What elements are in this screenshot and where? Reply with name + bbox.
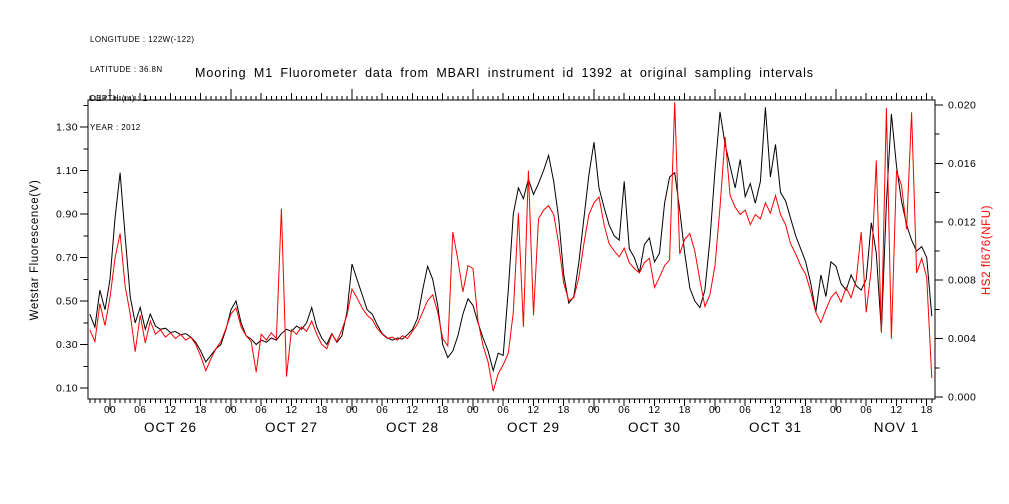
y-right-axis-title: HS2 fl676(NFU) (981, 205, 993, 295)
axis-tick-label: 0.004 (948, 333, 976, 345)
axis-tick-label: 0.012 (948, 216, 976, 228)
x-hour-label: 06 (134, 405, 146, 416)
x-hour-label: 00 (588, 405, 600, 416)
axis-tick-label: 0.020 (948, 100, 976, 112)
y-left-axis-title: Wetstar Fluorescence(V) (29, 180, 41, 321)
x-hour-label: 00 (830, 405, 842, 416)
x-day-label: OCT 31 (749, 420, 802, 435)
x-axis: 00 06 12 18 00 06 12 18 00 06 12 18 00 06 12 18 00 06 12 18… (89, 89, 933, 435)
wetstar-series-line (89, 107, 933, 373)
x-hour-label: 06 (618, 405, 630, 416)
x-hour-label: 00 (709, 405, 721, 416)
x-hour-label: 18 (437, 405, 449, 416)
x-hour-label: 12 (165, 405, 177, 416)
x-day-label: OCT 30 (628, 420, 681, 435)
x-hour-label: 18 (316, 405, 328, 416)
x-hour-label: 12 (649, 405, 661, 416)
x-day-label: OCT 27 (265, 420, 318, 435)
x-hour-label: 12 (770, 405, 782, 416)
chart-title: Mooring M1 Fluorometer data from MBARI i… (195, 66, 814, 80)
metadata-depth: DEPTH (m) : 1 (90, 93, 148, 103)
axis-tick-label: 0.70 (56, 252, 78, 264)
axis-tick-label: 0.000 (948, 392, 976, 404)
x-hour-label: 06 (739, 405, 751, 416)
x-hour-label: 06 (497, 405, 509, 416)
axis-tick-label: 0.008 (948, 275, 976, 287)
x-hour-label: 12 (286, 405, 298, 416)
x-day-label: NOV 1 (874, 420, 920, 435)
axis-tick-label: 1.10 (56, 165, 78, 177)
axis-tick-label: 0.016 (948, 158, 976, 170)
axis-tick-label: 0.30 (56, 339, 78, 351)
x-hour-label: 18 (558, 405, 570, 416)
metadata-block: LONGITUDE : 122W(-122) LATITUDE : 36.8N … (90, 16, 194, 152)
axis-tick-label: 0.50 (56, 296, 78, 308)
y-left-axis: 0.10 0.30 0.50 0.70 0.90 1.10 1.30 Wetstar Fluo… (29, 104, 88, 395)
x-hour-label: 00 (225, 405, 237, 416)
x-hour-label: 12 (891, 405, 903, 416)
metadata-longitude: LONGITUDE : 122W(-122) (90, 35, 195, 45)
x-hour-label: 18 (679, 405, 691, 416)
metadata-latitude: LATITUDE : 36.8N (90, 64, 163, 74)
x-hour-label: 12 (407, 405, 419, 416)
x-hour-label: 12 (528, 405, 540, 416)
x-hour-label: 00 (467, 405, 479, 416)
x-hour-label: 00 (104, 405, 116, 416)
plot-frame (87, 99, 936, 400)
metadata-year: YEAR : 2012 (90, 122, 141, 132)
axis-tick-label: 0.10 (56, 383, 78, 395)
hs2-series-line (89, 102, 933, 392)
x-hour-label: 00 (346, 405, 358, 416)
x-day-label: OCT 29 (507, 420, 560, 435)
x-hour-label: 06 (255, 405, 267, 416)
axis-tick-label: 0.90 (56, 209, 78, 221)
x-hour-label: 06 (376, 405, 388, 416)
x-day-label: OCT 26 (144, 420, 197, 435)
x-hour-label: 18 (800, 405, 812, 416)
x-day-label: OCT 28 (386, 420, 439, 435)
y-right-axis: 0.000 0.004 0.008 0.012 0.016 0.020 HS2 fl676(… (935, 100, 993, 404)
x-hour-label: 18 (195, 405, 207, 416)
axis-tick-label: 1.30 (56, 122, 78, 134)
x-hour-label: 06 (860, 405, 872, 416)
x-hour-label: 18 (921, 405, 933, 416)
